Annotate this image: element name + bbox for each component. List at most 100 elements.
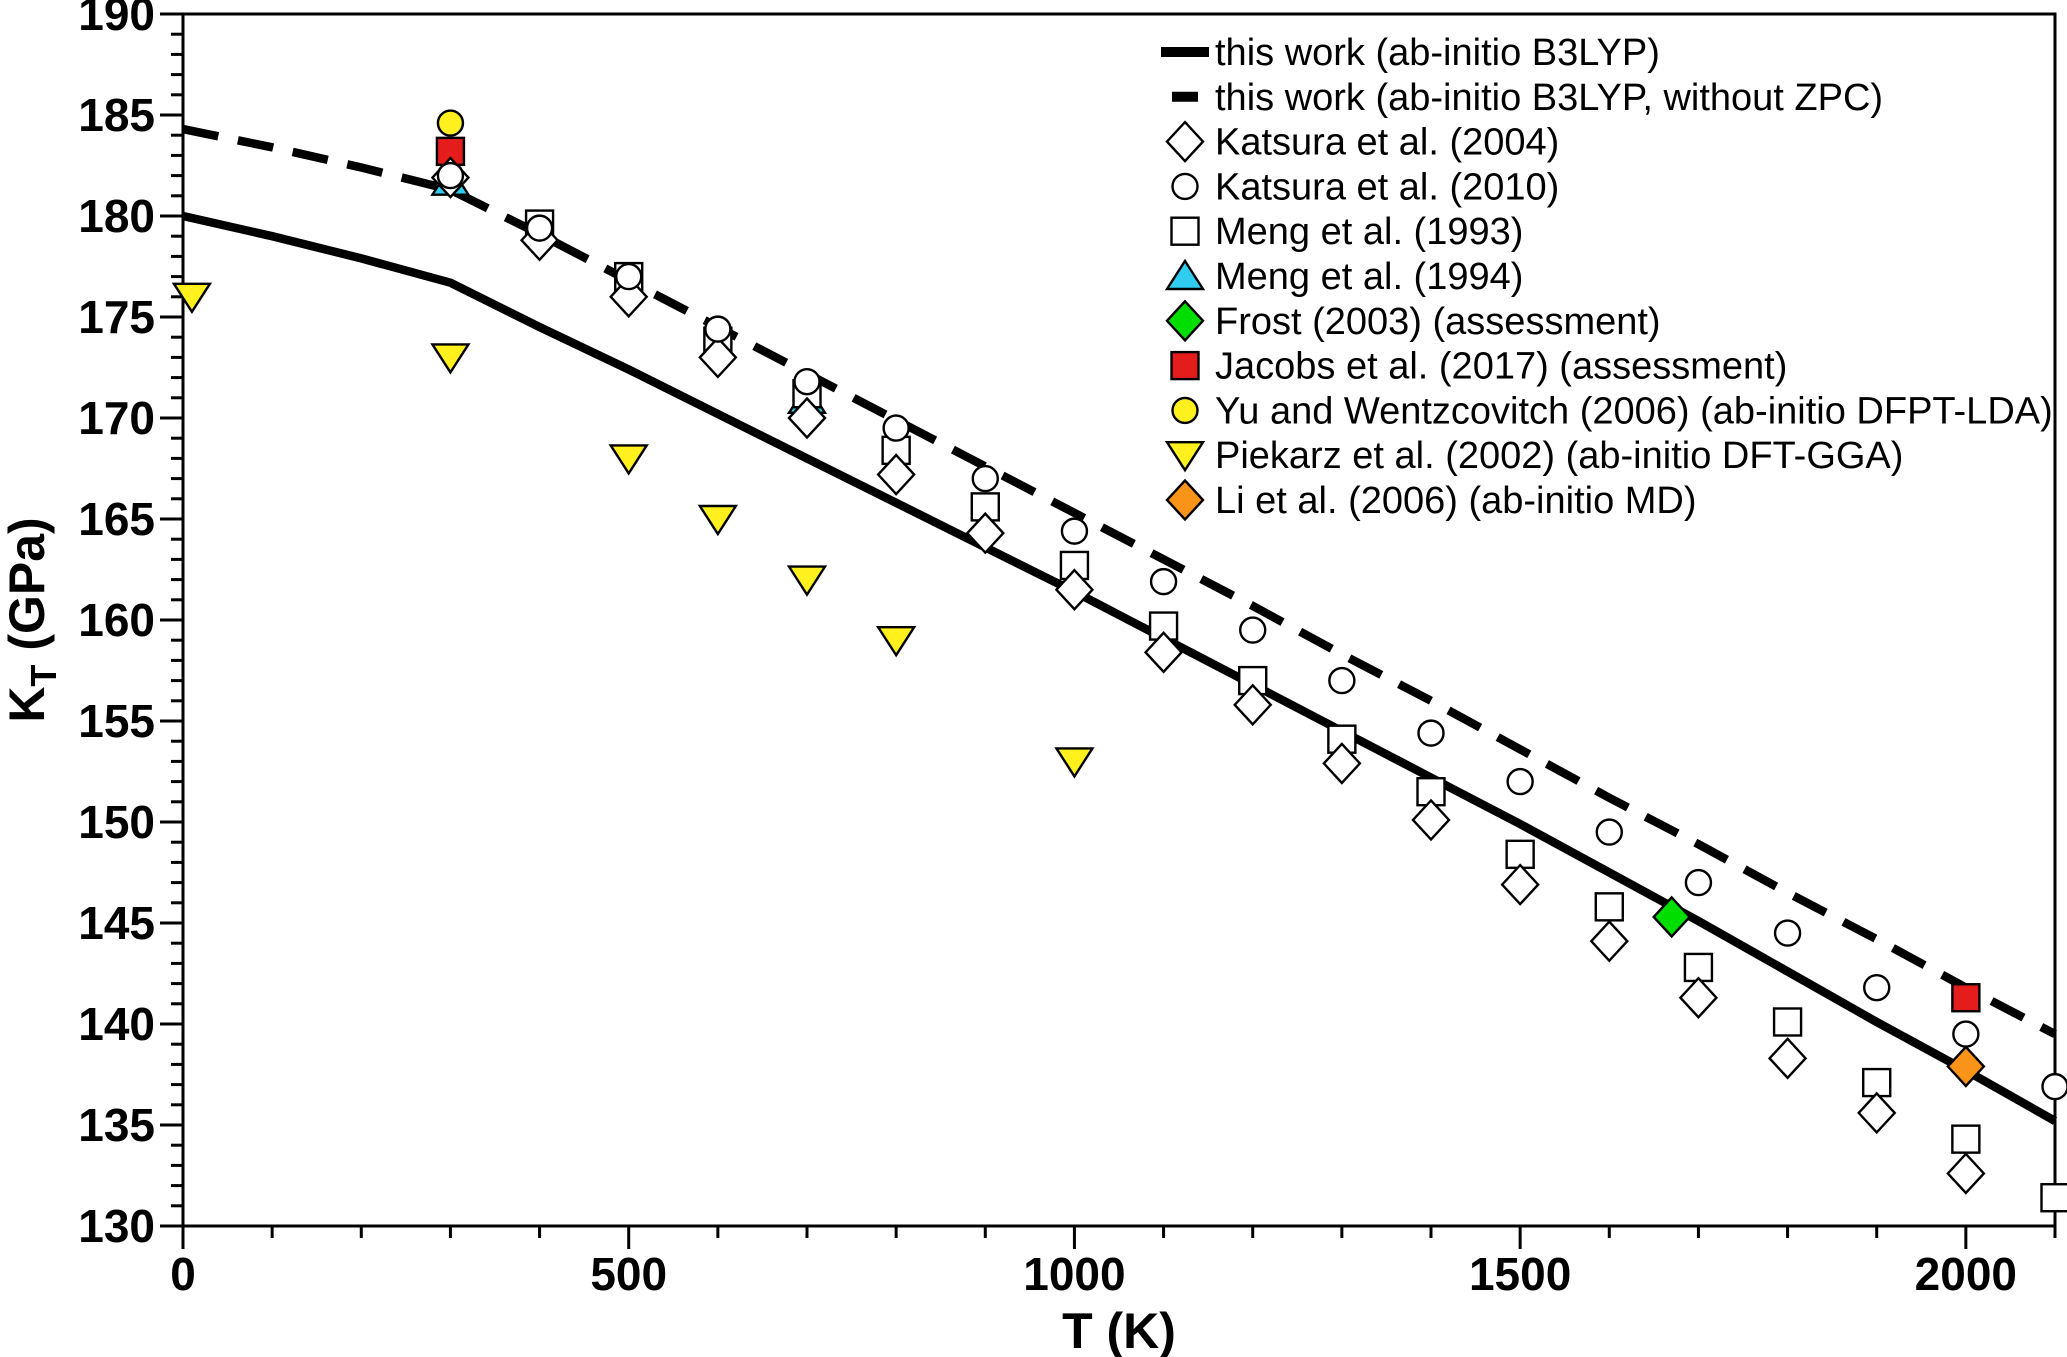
circle-marker [1684,868,1713,897]
circle-marker [1952,1020,1980,1048]
y-tick-label: 165 [78,493,155,545]
square-marker [435,136,466,167]
y-tick-label: 180 [78,190,155,242]
circle-marker [615,262,643,291]
diamond-marker [787,396,827,440]
x-tick-label: 2000 [1915,1248,2017,1300]
diamond-marker [1233,683,1273,727]
square-marker [1683,952,1714,983]
y-tick-label: 130 [78,1200,155,1252]
square-marker [1170,350,1200,381]
diamond-marker [1767,1037,1808,1080]
square-marker [1594,892,1624,922]
y-tick-label: 135 [78,1099,155,1151]
circle-marker [2041,1072,2067,1101]
triangle-down-marker [171,282,213,315]
series-li-et-al-2006-ab-initio-md [1946,1045,1986,1088]
triangle-down-marker [608,444,649,476]
square-marker [1951,983,1981,1013]
x-tick-labels: 0 500 1000 1500 2000 [170,1248,2017,1300]
circle-marker [1417,719,1445,747]
series-jacobs-et-al-2017-assessment [435,136,1981,1013]
legend-label: Katsura et al. (2004) [1215,122,1559,164]
series-this-work-ab-initio-b3lyp [182,211,2058,1125]
circle-marker [1773,919,1802,947]
diamond-marker [1857,1091,1897,1135]
legend-label: Katsura et al. (2010) [1215,166,1559,208]
legend-label: Li et al. (2006) (ab-initio MD) [1215,480,1697,522]
circle-marker [1595,818,1623,846]
y-tick-label: 150 [78,796,155,848]
square-marker [2040,1183,2067,1213]
circle-marker [793,367,821,396]
circle-marker [436,161,465,190]
y-axis-title: KT (GPa) [0,517,64,722]
series-piekarz-et-al-2002-ab-initio-dft-gga [171,282,1095,779]
diamond-marker [1678,976,1719,1020]
triangle-down-marker [430,343,471,375]
circle-marker [882,414,910,442]
legend-label: Frost (2003) (assessment) [1215,301,1661,343]
x-tick-label: 1500 [1469,1248,1571,1300]
legend: this work (ab-initio B3LYP)this work (ab… [1161,32,2053,522]
legend-label: Meng et al. (1993) [1215,211,1523,253]
y-tick-label: 185 [78,89,155,141]
series-yu-and-wentzcovitch-2006-ab-initio-dfpt-lda [436,109,465,137]
diamond-marker [698,336,738,379]
diamond-marker [1589,919,1629,963]
diamond-marker [609,275,649,319]
y-tick-labels: 130 135 140 145 150 155 160 165 170 175 180 185 190 [78,0,155,1252]
diamond-marker [1946,1152,1986,1195]
x-axis-title: T (K) [1062,1303,1176,1357]
legend-item-this-work-ab-initio-b3lyp: this work (ab-initio B3LYP) [1161,32,1660,74]
y-tick-label: 175 [78,291,155,343]
diamond-marker [965,511,1005,555]
diamond-marker [1143,631,1184,674]
square-marker [1772,1007,1803,1037]
triangle-down-marker [1054,747,1095,779]
legend-label: Yu and Wentzcovitch (2006) (ab-initio DF… [1215,390,2053,432]
diamond-marker [1946,1045,1986,1088]
legend-label: this work (ab-initio B3LYP) [1215,32,1660,74]
legend-item-piekarz-et-al-2002-ab-initio-dft-gga: Piekarz et al. (2002) (ab-initio DFT-GGA… [1164,435,1903,477]
legend-item-meng-et-al-1994: Meng et al. (1994) [1164,256,1523,298]
diamond-marker [1165,120,1205,163]
legend-label: Piekarz et al. (2002) (ab-initio DFT-GGA… [1215,435,1903,477]
diamond-marker [1652,895,1692,939]
x-tick-label: 0 [170,1248,196,1300]
circle-marker [525,214,554,242]
circle-marker [1239,616,1267,644]
y-tick-label: 155 [78,695,155,747]
circle-marker [1506,767,1534,796]
triangle-down-marker [786,565,828,597]
triangle-down-marker [697,504,739,537]
circle-marker [1060,517,1089,545]
legend-label: Meng et al. (1994) [1215,256,1523,298]
y-tick-label: 160 [78,594,155,646]
axis-ticks [160,12,2057,1249]
circle-marker [1863,973,1891,1002]
y-tick-label: 170 [78,392,155,444]
legend-item-frost-2003-assessment: Frost (2003) (assessment) [1165,299,1661,343]
x-tick-label: 500 [590,1248,667,1300]
circle-marker [1328,666,1356,695]
circle-marker [436,109,465,137]
series-this-work-ab-initio-b3lyp-without-zpc [182,124,2057,1038]
square-marker [1862,1067,1892,1098]
circle-marker [1171,172,1199,201]
triangle-up-marker [1164,258,1206,291]
legend-item-yu-and-wentzcovitch-2006-ab-initio-dfpt-lda: Yu and Wentzcovitch (2006) (ab-initio DF… [1171,390,2053,432]
triangle-down-marker [875,626,917,658]
diamond-marker [876,453,916,496]
x-tick-label: 1000 [1023,1248,1125,1300]
diamond-marker [1165,478,1205,522]
square-marker [1170,216,1200,246]
legend-item-katsura-et-al-2010: Katsura et al. (2010) [1171,166,1559,208]
y-tick-label: 140 [78,998,155,1050]
circle-marker [971,464,999,493]
diamond-marker [1322,742,1362,785]
square-marker [970,492,1000,522]
